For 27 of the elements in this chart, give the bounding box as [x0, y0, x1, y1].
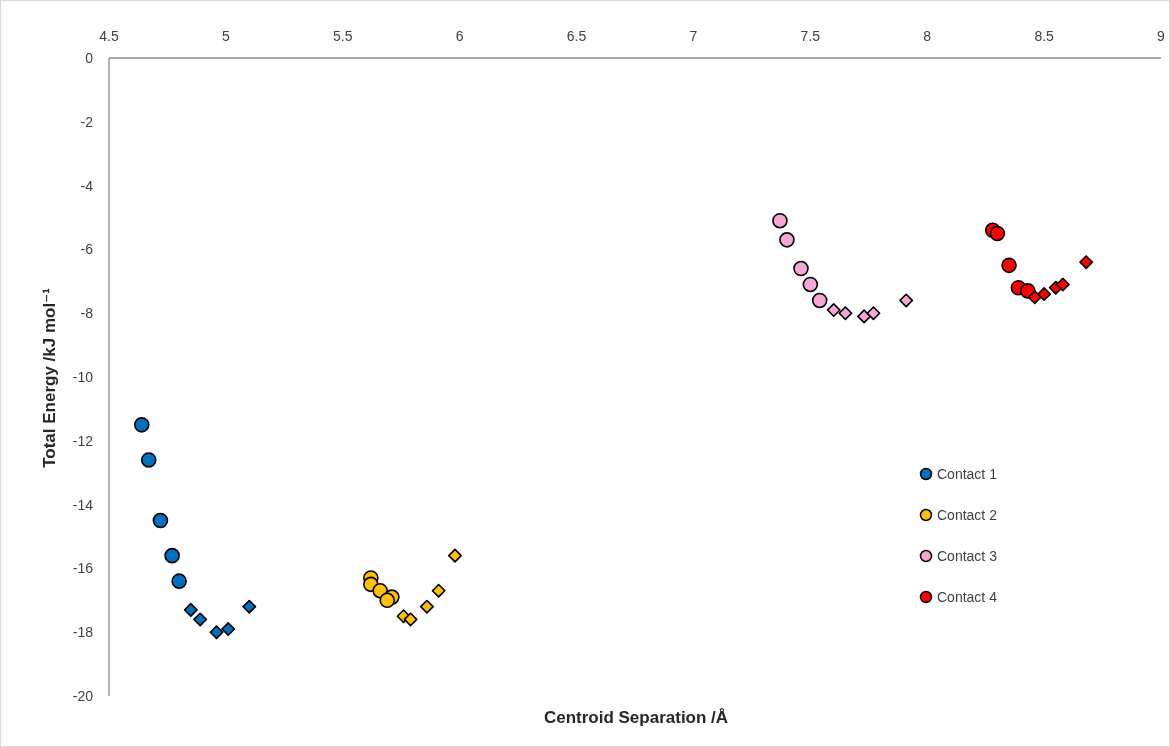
x-tick-label: 5 [221, 28, 230, 44]
y-tick-label: -2 [80, 113, 94, 130]
y-tick-label: -6 [80, 241, 94, 258]
x-tick-label: 8 [923, 28, 932, 44]
legend-label: Contact 1 [937, 465, 997, 482]
y-tick-label: -18 [72, 624, 94, 641]
legend-label: Contact 2 [937, 506, 997, 523]
x-tick-label: 8.5 [1034, 28, 1055, 44]
x-tick-label: 6.5 [566, 28, 587, 44]
y-tick-label: 0 [85, 49, 94, 66]
x-tick-label: 7.5 [800, 28, 821, 44]
x-tick-label: 9 [1157, 28, 1166, 44]
y-axis-title: Total Energy /kJ mol⁻¹ [38, 288, 60, 468]
y-tick-label: -8 [80, 305, 94, 322]
legend-label: Contact 4 [937, 588, 997, 605]
x-axis-title: Centroid Separation /Å [542, 708, 730, 728]
x-tick-label: 7 [689, 28, 698, 44]
x-tick-label: 4.5 [99, 28, 119, 44]
y-tick-label: -10 [72, 368, 94, 385]
y-tick-label: -14 [72, 496, 94, 513]
y-tick-label: -20 [72, 687, 94, 704]
y-tick-label: -12 [72, 432, 94, 449]
x-tick-label: 5.5 [333, 28, 353, 44]
y-tick-label: -16 [72, 560, 94, 577]
legend-label: Contact 3 [937, 547, 997, 564]
x-tick-label: 6 [455, 28, 464, 44]
y-tick-label: -4 [80, 177, 94, 194]
